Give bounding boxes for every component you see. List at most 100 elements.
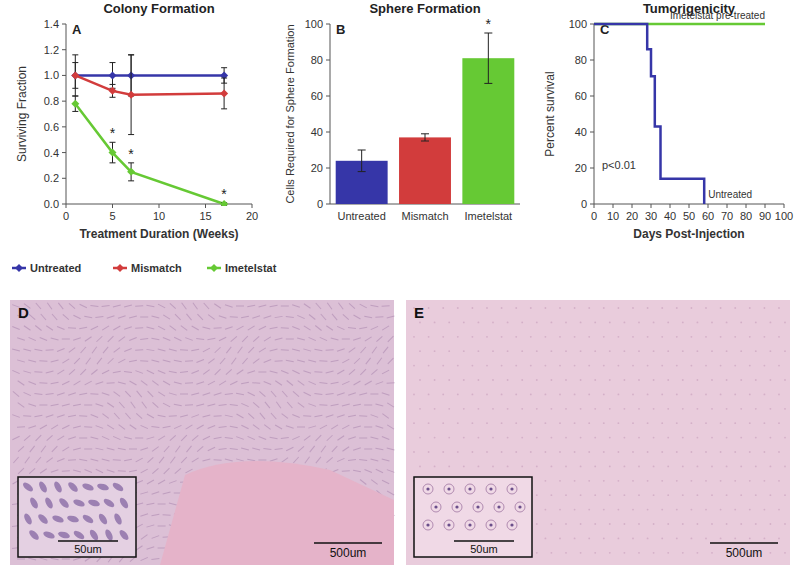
nucleus-streak xyxy=(107,448,115,450)
nucleus-dot xyxy=(726,350,728,352)
nucleus-streak xyxy=(96,404,104,406)
nucleus-dot xyxy=(647,480,649,482)
nucleus-streak xyxy=(332,314,337,320)
nucleus-dot xyxy=(711,437,713,439)
nucleus-dot xyxy=(618,451,620,453)
nucleus-streak xyxy=(371,369,377,374)
nucleus-dot xyxy=(764,336,766,338)
nucleus-dot xyxy=(574,422,576,424)
nucleus-streak xyxy=(292,436,299,439)
y-tick xyxy=(62,152,66,153)
nucleus-streak xyxy=(348,437,356,440)
nucleus-dot xyxy=(770,437,772,439)
nucleus-dot xyxy=(603,307,605,309)
nucleus-streak xyxy=(214,459,222,460)
nucleus-streak xyxy=(319,404,327,405)
nucleus-streak xyxy=(264,337,271,341)
nucleus-dot xyxy=(603,451,605,453)
x-tick xyxy=(689,204,690,208)
tissue-background xyxy=(10,300,394,565)
nucleus-streak xyxy=(247,371,255,374)
nucleus-streak xyxy=(68,393,76,396)
significance: * xyxy=(128,146,134,162)
nucleus-streak xyxy=(73,448,81,450)
nucleus-streak xyxy=(353,448,361,450)
nucleus-dot xyxy=(734,394,736,396)
nucleus-streak xyxy=(135,327,143,328)
nucleus-streak xyxy=(147,327,155,329)
nucleus-streak xyxy=(364,448,372,449)
nucleus-dot xyxy=(559,422,561,424)
nucleus-dot xyxy=(749,336,751,338)
nucleus-dot xyxy=(463,350,465,352)
nucleus-streak xyxy=(203,393,211,396)
nucleus-streak xyxy=(152,468,158,473)
nucleus-streak xyxy=(298,403,304,408)
nucleus-dot xyxy=(682,523,684,525)
error-bar xyxy=(72,63,78,89)
nucleus-dot xyxy=(778,422,780,424)
nucleus-streak xyxy=(74,381,81,385)
nucleus-streak xyxy=(230,448,238,450)
nucleus-streak xyxy=(18,403,25,408)
nucleus-streak xyxy=(17,360,25,362)
nucleus-streak xyxy=(320,337,327,340)
nucleus-dot xyxy=(667,552,669,554)
nucleus-dot xyxy=(711,494,713,496)
y-axis-label: Cells Required for Sphere Formation xyxy=(284,24,296,203)
nucleus-streak xyxy=(208,381,215,385)
nucleus-streak xyxy=(181,326,187,331)
nucleus-streak xyxy=(191,349,199,351)
nucleus-streak xyxy=(46,458,52,463)
nucleus-dot xyxy=(521,322,523,324)
nucleus-streak xyxy=(73,426,81,428)
nucleus-streak xyxy=(46,326,53,330)
nucleus-streak xyxy=(331,360,339,362)
nucleus-streak xyxy=(197,446,203,451)
nucleus-dot xyxy=(653,552,655,554)
nucleus-dot xyxy=(530,307,532,309)
nucleus-streak xyxy=(208,447,215,450)
point xyxy=(71,100,79,108)
nucleus-dot xyxy=(778,394,780,396)
nucleus-dot xyxy=(778,538,780,540)
error-bar xyxy=(484,33,492,83)
x-tick xyxy=(670,204,671,208)
nucleus-streak xyxy=(102,370,109,374)
nucleus-streak xyxy=(360,369,366,375)
nucleus-dot xyxy=(711,523,713,525)
nucleus-streak xyxy=(39,382,47,384)
nucleus-streak xyxy=(29,314,35,319)
x-tick-label: 30 xyxy=(645,210,657,222)
y-tick xyxy=(590,96,594,97)
inset-nucleus xyxy=(510,523,513,526)
nucleus-streak xyxy=(13,391,19,396)
inset-cells xyxy=(21,480,130,541)
point xyxy=(220,89,228,97)
nucleus-streak xyxy=(270,459,278,462)
nucleus-dot xyxy=(661,336,663,338)
nucleus-dot xyxy=(618,538,620,540)
nucleus-dot xyxy=(448,466,450,468)
inset-cell xyxy=(473,502,483,512)
point xyxy=(109,149,117,157)
nucleus-streak xyxy=(158,349,166,351)
inset-nucleus xyxy=(58,497,71,510)
nucleus-streak xyxy=(185,404,193,406)
nucleus-dot xyxy=(580,466,582,468)
nucleus-streak xyxy=(343,314,349,319)
nucleus-dot xyxy=(740,379,742,381)
nucleus-streak xyxy=(107,425,114,429)
nucleus-dot xyxy=(507,322,509,324)
nucleus-streak xyxy=(271,391,276,397)
nucleus-dot xyxy=(545,451,547,453)
y-tick xyxy=(62,24,66,25)
inset-cell xyxy=(444,520,454,530)
y-tick xyxy=(590,204,594,205)
x-tick xyxy=(159,204,160,208)
y-tick xyxy=(590,132,594,133)
nucleus-streak xyxy=(28,382,35,385)
legend-label: Untreated xyxy=(30,262,81,274)
nucleus-streak xyxy=(163,492,171,494)
nucleus-streak xyxy=(338,303,343,309)
